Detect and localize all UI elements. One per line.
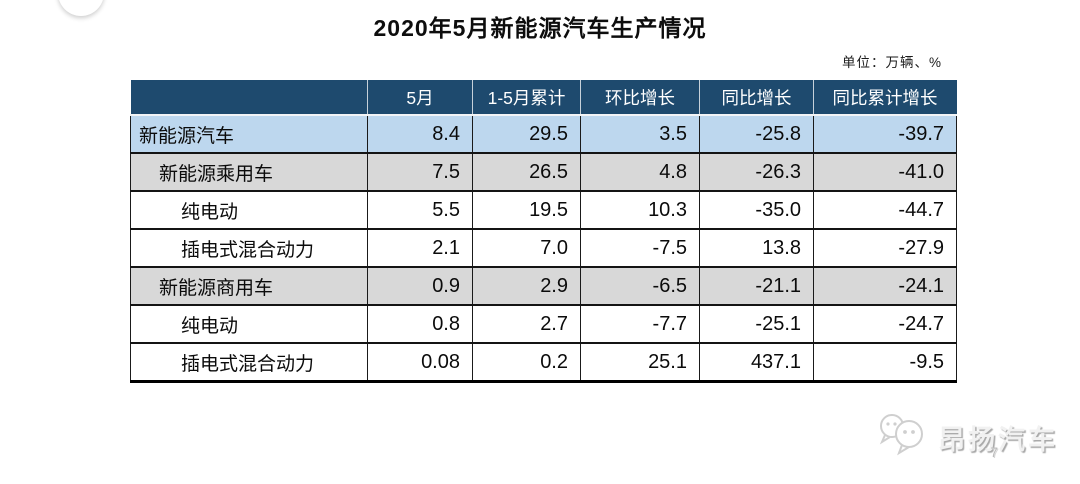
value-cell: 0.8 [367,305,473,344]
table-header-row: 5月 1-5月累计 环比增长 同比增长 同比累计增长 [130,80,957,116]
header-cell-yoy-growth: 同比增长 [699,80,814,116]
value-cell: 3.5 [580,115,700,154]
row-label-cell: 插电式混合动力 [130,343,368,383]
value-cell: 26.5 [472,153,581,192]
table-row: 纯电动 0.8 2.7 -7.7 -25.1 -24.7 [130,305,957,344]
value-cell: 437.1 [699,343,814,383]
value-cell: 2.1 [367,229,473,268]
header-cell-category [130,80,368,116]
value-cell: -7.5 [580,229,700,268]
value-cell: -6.5 [580,267,700,306]
value-cell: 2.9 [472,267,581,306]
value-cell: 29.5 [472,115,581,154]
row-label-cell: 新能源乘用车 [130,153,368,192]
row-label-cell: 新能源汽车 [130,115,368,154]
row-label-cell: 纯电动 [130,191,368,230]
value-cell: -25.8 [699,115,814,154]
row-label-cell: 纯电动 [130,305,368,344]
value-cell: -26.3 [699,153,814,192]
value-cell: 4.8 [580,153,700,192]
table-row: 纯电动 5.5 19.5 10.3 -35.0 -44.7 [130,191,957,230]
page-title: 2020年5月新能源汽车生产情况 [373,15,707,41]
value-cell: 10.3 [580,191,700,230]
production-table: 5月 1-5月累计 环比增长 同比增长 同比累计增长 新能源汽车 8.4 29.… [130,80,957,383]
value-cell: -41.0 [813,153,957,192]
value-cell: 0.9 [367,267,473,306]
brand-watermark: 昂扬汽车 [876,413,1058,462]
value-cell: -39.7 [813,115,957,154]
value-cell: -7.7 [580,305,700,344]
table-row: 插电式混合动力 2.1 7.0 -7.5 13.8 -27.9 [130,229,957,268]
value-cell: 0.08 [367,343,473,383]
value-cell: -27.9 [813,229,957,268]
value-cell: -24.1 [813,267,957,306]
unit-label: 单位：万辆、% [841,55,942,70]
table-row: 插电式混合动力 0.08 0.2 25.1 437.1 -9.5 [130,343,957,383]
value-cell: 5.5 [367,191,473,230]
value-cell: -44.7 [813,191,957,230]
table-row: 新能源乘用车 7.5 26.5 4.8 -26.3 -41.0 [130,153,957,192]
row-label-cell: 插电式混合动力 [130,229,368,268]
value-cell: 13.8 [699,229,814,268]
value-cell: 2.7 [472,305,581,344]
bubble-decoration [58,0,104,16]
value-cell: 25.1 [580,343,700,383]
value-cell: -25.1 [699,305,814,344]
value-cell: 7.0 [472,229,581,268]
brand-name: 昂扬汽车 [938,425,1058,455]
table-row: 新能源汽车 8.4 29.5 3.5 -25.8 -39.7 [130,115,957,154]
value-cell: 19.5 [472,191,581,230]
header-cell-mom-growth: 环比增长 [580,80,700,116]
page-number: 7 [990,444,998,460]
table-row: 新能源商用车 0.9 2.9 -6.5 -21.1 -24.1 [130,267,957,306]
value-cell: 0.2 [472,343,581,383]
row-label-cell: 新能源商用车 [130,267,368,306]
value-cell: -21.1 [699,267,814,306]
value-cell: 8.4 [367,115,473,154]
header-cell-may: 5月 [367,80,473,116]
value-cell: -35.0 [699,191,814,230]
value-cell: -24.7 [813,305,957,344]
value-cell: -9.5 [813,343,957,383]
chat-bubbles-icon [876,413,930,462]
header-cell-yoy-cum-growth: 同比累计增长 [813,80,957,116]
value-cell: 7.5 [367,153,473,192]
header-cell-cumulative: 1-5月累计 [472,80,581,116]
